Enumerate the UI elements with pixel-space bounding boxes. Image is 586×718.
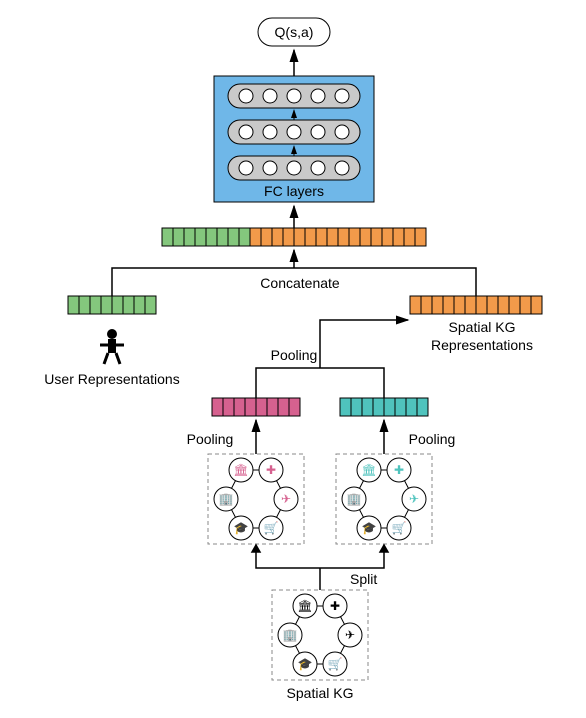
grad-icon: 🎓: [298, 657, 313, 671]
fc-layer-0: [228, 84, 360, 108]
fc-label: FC layers: [264, 183, 324, 199]
kg-right-graph: 🏛 ✚ ✈ 🛒 🎓 🏢: [342, 458, 426, 540]
fc-layer-1: [228, 120, 360, 144]
cart-icon: 🛒: [392, 521, 407, 535]
pooling-merge-label: Pooling: [271, 347, 318, 363]
medical-icon: ✚: [266, 463, 276, 477]
plane-icon: ✈: [345, 628, 355, 642]
person-icon: [100, 329, 124, 364]
spatial-rep-vector: [410, 296, 542, 314]
bank-icon: 🏛: [233, 463, 248, 477]
spatial-rep-label-1: Spatial KG: [449, 319, 516, 335]
concat-vector: [162, 228, 426, 246]
split-label: Split: [350, 571, 377, 587]
spatial-kg-label: Spatial KG: [287, 685, 354, 701]
fc-layer-2: [228, 156, 360, 180]
building-icon: 🏢: [283, 628, 298, 642]
cart-icon: 🛒: [264, 521, 279, 535]
cart-icon: 🛒: [328, 657, 343, 671]
user-rep-label: User Representations: [44, 371, 179, 387]
grad-icon: 🎓: [234, 521, 249, 535]
concat-label: Concatenate: [260, 275, 340, 291]
fc-block: FC layers: [214, 76, 374, 202]
embed-right-vector: [340, 398, 428, 416]
user-rep-vector: [68, 296, 156, 314]
plane-icon: ✈: [409, 492, 419, 506]
output-node: Q(s,a): [258, 18, 330, 46]
spatial-rep-label-2: Representations: [431, 337, 533, 353]
grad-icon: 🎓: [362, 521, 377, 535]
concat-left: [162, 228, 250, 246]
bank-icon: 🏛: [361, 463, 376, 477]
kg-bottom-graph: 🏛 ✚ ✈ 🛒 🎓 🏢: [278, 594, 362, 676]
concat-right: [250, 228, 426, 246]
plane-icon: ✈: [281, 492, 291, 506]
kg-left-graph: 🏛 ✚ ✈ 🛒 🎓 🏢: [214, 458, 298, 540]
embed-left-vector: [212, 398, 300, 416]
medical-icon: ✚: [394, 463, 404, 477]
pooling-right-label: Pooling: [409, 431, 456, 447]
building-icon: 🏢: [219, 492, 234, 506]
building-icon: 🏢: [347, 492, 362, 506]
medical-icon: ✚: [330, 599, 340, 613]
bank-icon: 🏛: [297, 599, 312, 613]
pooling-left-label: Pooling: [187, 431, 234, 447]
output-label: Q(s,a): [275, 24, 314, 40]
